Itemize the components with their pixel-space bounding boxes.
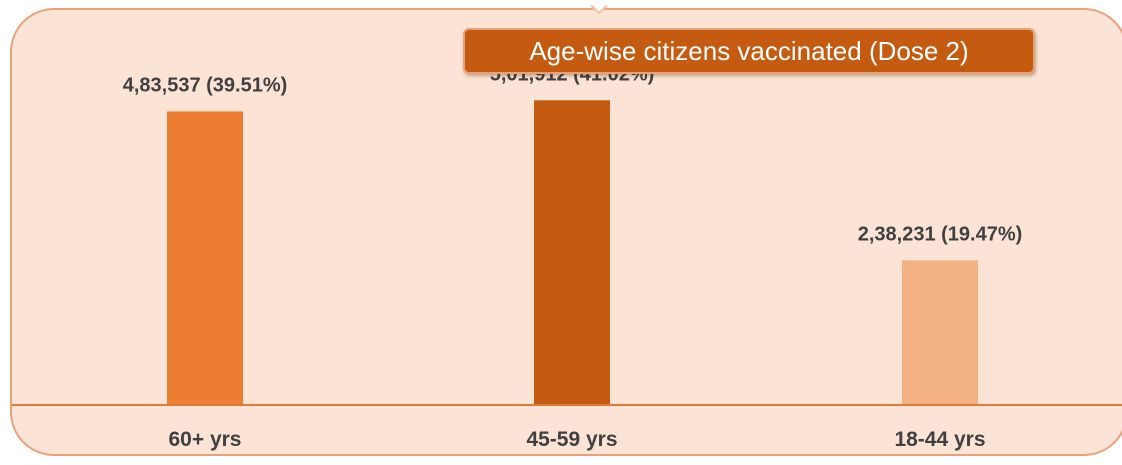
data-label-18-44-yrs: 2,38,231 (19.47%) <box>858 223 1023 245</box>
bar-45-59-yrs <box>534 100 610 406</box>
x-tick-label-60-yrs: 60+ yrs <box>169 428 242 451</box>
bar-18-44-yrs <box>902 260 978 405</box>
bar-60-yrs <box>167 111 243 406</box>
x-tick-labels-group: 60+ yrs 45-59 yrs 18-44 yrs <box>169 428 986 451</box>
x-tick-label-45-59-yrs: 45-59 yrs <box>526 428 617 451</box>
chart-title: Age-wise citizens vaccinated (Dose 2) <box>463 28 1035 74</box>
data-label-60-yrs: 4,83,537 (39.51%) <box>123 74 288 96</box>
x-tick-label-18-44-yrs: 18-44 yrs <box>894 428 985 451</box>
bars-group <box>167 100 978 406</box>
